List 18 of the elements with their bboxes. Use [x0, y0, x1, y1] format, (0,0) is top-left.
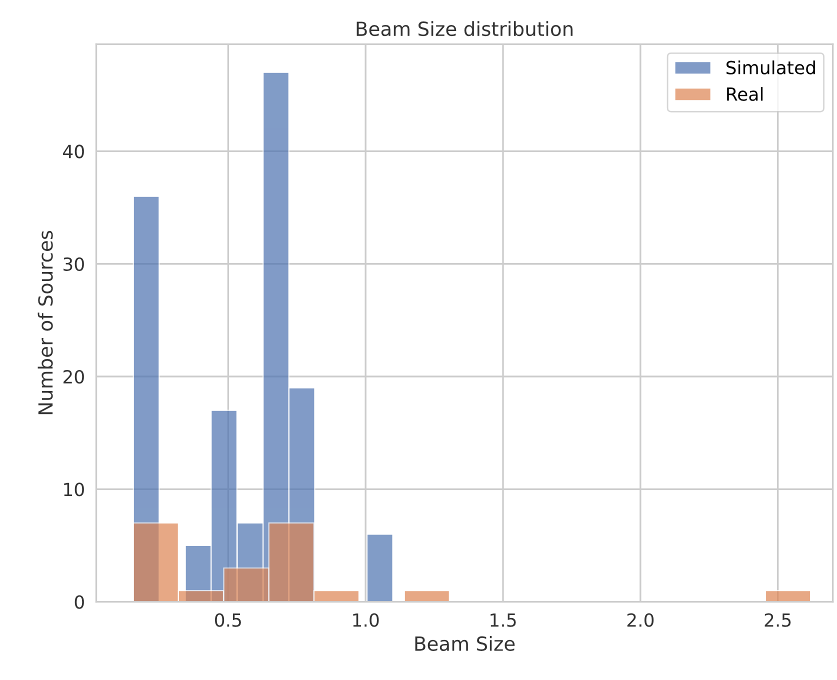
- x-tick-label: 2.5: [764, 613, 791, 627]
- legend-label: Simulated: [726, 60, 815, 74]
- x-tick-label: 0.5: [215, 613, 241, 627]
- legend-label: Real: [727, 86, 763, 101]
- y-axis-title: Number of Sources: [38, 230, 53, 414]
- x-axis-title: Beam Size: [415, 636, 515, 651]
- y-tick-label: 40: [63, 144, 84, 158]
- y-tick-label: 10: [64, 482, 84, 496]
- x-tick-label: 2.0: [627, 613, 654, 627]
- bar: [366, 534, 394, 602]
- y-tick-label: 20: [63, 370, 84, 384]
- bar: [404, 590, 450, 602]
- y-tick-label: 0: [74, 595, 84, 609]
- y-tick-label: 30: [64, 257, 84, 271]
- x-tick-label: 1.5: [490, 613, 516, 627]
- x-tick-label: 1.0: [353, 613, 379, 627]
- chart-title: Beam Size distribution: [356, 21, 573, 36]
- bar: [764, 590, 812, 602]
